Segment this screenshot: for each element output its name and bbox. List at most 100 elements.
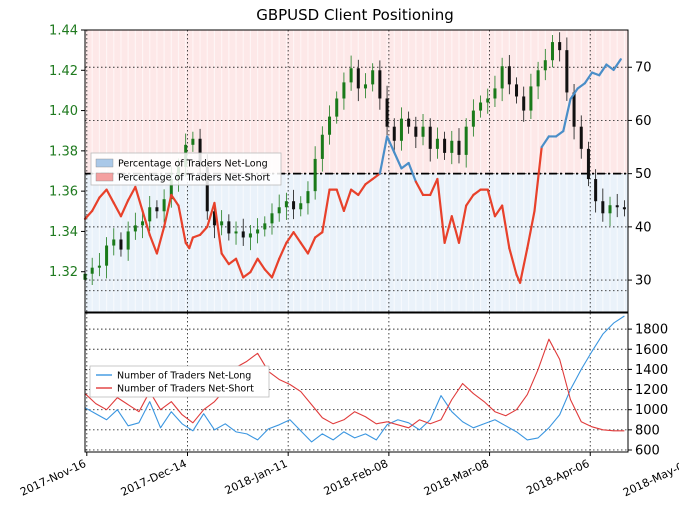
- pct-long-segment: [526, 209, 536, 250]
- candle-body: [119, 239, 123, 250]
- pct-long-segment: [519, 247, 529, 284]
- net-short-zone: [85, 30, 628, 174]
- pct-long-segment: [170, 193, 180, 207]
- candle-body: [162, 199, 166, 212]
- candle-body: [212, 211, 216, 226]
- right-tick-label: 30: [635, 274, 652, 289]
- candle-body: [378, 70, 382, 99]
- candle-body: [133, 225, 137, 232]
- pct-long-segment: [378, 135, 389, 175]
- pct-long-segment: [270, 257, 281, 279]
- pct-long-segment: [105, 188, 115, 205]
- candle-body: [234, 231, 238, 234]
- candle-body: [464, 126, 468, 155]
- candle-body: [565, 50, 569, 93]
- candle-body: [594, 179, 598, 202]
- pct-long-segment: [598, 63, 608, 77]
- legend-label: Percentage of Traders Net-Short: [118, 173, 270, 184]
- pct-long-segment: [508, 247, 518, 276]
- left-tick-label: 1.32: [49, 265, 78, 280]
- candle-body: [529, 86, 533, 111]
- candle-body: [428, 126, 432, 149]
- pct-long-segment: [562, 98, 572, 133]
- right-tick-label: 70: [635, 61, 652, 76]
- candle-body: [112, 239, 116, 246]
- candle-body: [205, 166, 209, 212]
- pct-long-segment: [554, 129, 565, 138]
- candle-body: [263, 223, 267, 230]
- candle-body: [277, 207, 281, 214]
- legend-swatch: [95, 158, 114, 168]
- pct-long-segment: [364, 177, 374, 186]
- candle-body: [608, 205, 612, 214]
- pct-long-segment: [450, 215, 461, 244]
- candle-body: [169, 179, 173, 200]
- candle-body: [105, 245, 109, 266]
- pct-long-segment: [335, 188, 346, 213]
- pct-long-segment: [188, 236, 194, 250]
- left-tick-label: 1.38: [49, 144, 78, 159]
- top-frame: [84, 29, 629, 313]
- pct-long-segment: [234, 257, 245, 279]
- pct-long-segment: [83, 209, 94, 220]
- candle-body: [356, 68, 360, 89]
- chart-title: GBPUSD Client Positioning: [256, 6, 454, 24]
- legend-label: Percentage of Traders Net-Long: [118, 159, 268, 170]
- pct-long-segment: [350, 188, 360, 197]
- right-tick-label: 40: [635, 220, 652, 235]
- x-tick-label: 2018-May-04: [621, 457, 679, 499]
- pct-long-segment: [612, 58, 622, 72]
- x-tick-label: 2018-Jan-11: [223, 457, 290, 497]
- left-tick-label: 1.44: [49, 24, 78, 39]
- bottom-frame: [84, 312, 629, 453]
- pct-long-segment: [256, 257, 266, 271]
- pct-long-segment: [220, 252, 230, 266]
- pct-long-segment: [493, 204, 504, 218]
- bottom-tick-label: 800: [635, 423, 660, 438]
- pct-long-segment: [472, 188, 482, 197]
- candle-body: [148, 207, 152, 222]
- candle-body: [256, 229, 260, 234]
- pct-long-segment: [119, 199, 130, 218]
- candle-body: [220, 221, 224, 226]
- pct-long-segment: [163, 193, 173, 228]
- pct-long-segment: [486, 188, 497, 218]
- pct-long-segment: [91, 196, 101, 213]
- pct-long-segment: [148, 233, 159, 255]
- pct-long-segment: [385, 135, 396, 154]
- bottom-tick-label: 1400: [635, 363, 668, 378]
- candle-body: [363, 84, 368, 89]
- legend-label: Number of Traders Net-Short: [117, 384, 254, 395]
- candle-body: [284, 201, 288, 208]
- candle-body: [579, 126, 583, 149]
- pct-long-segment: [457, 204, 468, 244]
- x-axis: 2017-Nov-16 2017-Dec-14 2018-Jan-11 2018-Fe…: [18, 452, 679, 499]
- candle-body: [292, 201, 296, 210]
- pct-long-segment: [436, 177, 446, 244]
- candle-body: [342, 82, 346, 99]
- candle-body: [486, 98, 490, 103]
- pct-long-segment: [393, 151, 403, 170]
- pct-long-segment: [98, 188, 108, 199]
- candle-body: [270, 213, 274, 224]
- pct-long-segment: [400, 161, 410, 170]
- pct-long-segment: [321, 188, 331, 234]
- candle-body: [313, 158, 317, 192]
- pct-long-segment: [242, 270, 252, 279]
- candle-body: [507, 66, 511, 85]
- pct-long-segment: [465, 193, 475, 207]
- candle-body: [558, 42, 562, 51]
- x-tick-label: 2017-Nov-16: [18, 457, 88, 499]
- candle-body: [407, 118, 411, 127]
- candle-body: [97, 265, 101, 268]
- candle-body: [479, 102, 483, 111]
- right-tick-label: 60: [635, 114, 652, 129]
- bottom-tick-label: 1200: [635, 383, 668, 398]
- pct-long-segment: [414, 180, 425, 197]
- legend-label: Number of Traders Net-Long: [117, 371, 251, 382]
- candle-body: [435, 138, 439, 149]
- candle-body: [622, 207, 626, 210]
- pct-long-segment: [278, 241, 288, 260]
- candle-body: [155, 207, 159, 212]
